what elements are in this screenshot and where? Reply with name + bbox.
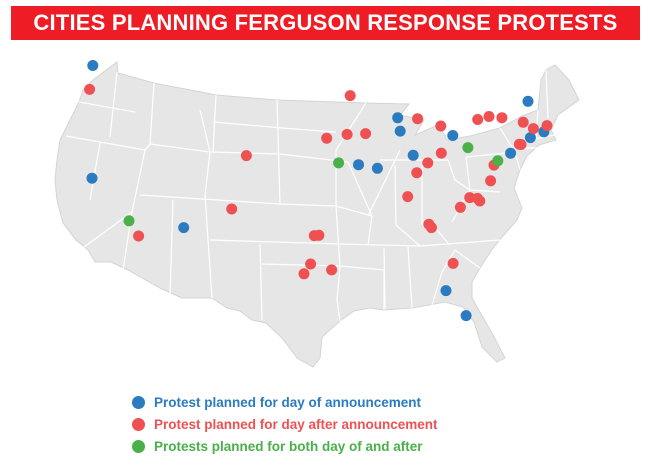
marker-after xyxy=(435,147,447,159)
marker-after xyxy=(298,268,310,280)
marker-day-of xyxy=(353,159,364,171)
marker-after xyxy=(133,230,145,242)
marker-both xyxy=(492,155,504,167)
marker-after xyxy=(527,123,539,135)
marker-day-of xyxy=(392,112,404,124)
marker-day-of xyxy=(394,125,406,137)
marker-day-of xyxy=(505,147,517,159)
marker-after xyxy=(447,257,459,269)
marker-after xyxy=(226,203,238,215)
marker-after xyxy=(541,120,553,132)
marker-day-of xyxy=(371,162,383,174)
legend-label-day-of: Protest planned for day of announcement xyxy=(154,394,422,410)
marker-after xyxy=(412,113,424,125)
marker-day-of xyxy=(447,130,459,141)
marker-day-of xyxy=(86,172,98,184)
title-banner: CITIES PLANNING FERGUSON RESPONSE PROTES… xyxy=(11,6,640,40)
marker-both xyxy=(333,157,345,169)
marker-day-of xyxy=(87,60,99,71)
marker-after xyxy=(435,120,447,132)
marker-day-of xyxy=(524,132,536,144)
marker-after xyxy=(513,138,525,150)
marker-after xyxy=(341,128,353,140)
legend-label-after: Protest planned for day after announceme… xyxy=(154,416,438,432)
marker-after xyxy=(485,175,497,187)
marker-after xyxy=(496,112,508,124)
marker-after xyxy=(308,230,320,242)
marker-after xyxy=(360,128,372,140)
legend-item-day-of: Protest planned for day of announcement xyxy=(132,391,438,413)
legend: Protest planned for day of announcement … xyxy=(132,391,438,457)
marker-both xyxy=(123,215,135,227)
legend-item-after: Protest planned for day after announceme… xyxy=(132,413,438,435)
marker-day-of xyxy=(440,285,452,297)
blue-dot-icon xyxy=(132,395,145,409)
marker-after xyxy=(402,191,414,203)
marker-after xyxy=(344,90,356,102)
marker-day-of xyxy=(178,222,190,234)
marker-after xyxy=(464,192,476,204)
marker-day-of xyxy=(460,310,472,322)
red-dot-icon xyxy=(132,417,145,431)
marker-after xyxy=(517,116,529,128)
legend-label-both: Protests planned for both day of and aft… xyxy=(154,438,423,454)
marker-after xyxy=(411,167,423,179)
marker-after xyxy=(326,264,338,276)
green-dot-icon xyxy=(132,439,145,453)
marker-after xyxy=(422,157,434,169)
protest-markers xyxy=(84,60,553,322)
marker-after xyxy=(84,83,96,95)
marker-after xyxy=(321,132,333,144)
marker-after xyxy=(454,201,466,213)
marker-day-of xyxy=(407,149,419,161)
map-title: CITIES PLANNING FERGUSON RESPONSE PROTES… xyxy=(33,10,618,35)
marker-both xyxy=(462,142,474,154)
marker-day-of xyxy=(522,95,534,107)
marker-after xyxy=(426,222,437,234)
marker-after xyxy=(240,150,252,162)
marker-after xyxy=(472,114,484,125)
contiguous-us-landmass xyxy=(54,61,580,368)
us-map xyxy=(54,60,580,368)
legend-item-both: Protests planned for both day of and aft… xyxy=(132,435,438,457)
marker-after xyxy=(305,258,317,270)
marker-after xyxy=(483,111,495,122)
